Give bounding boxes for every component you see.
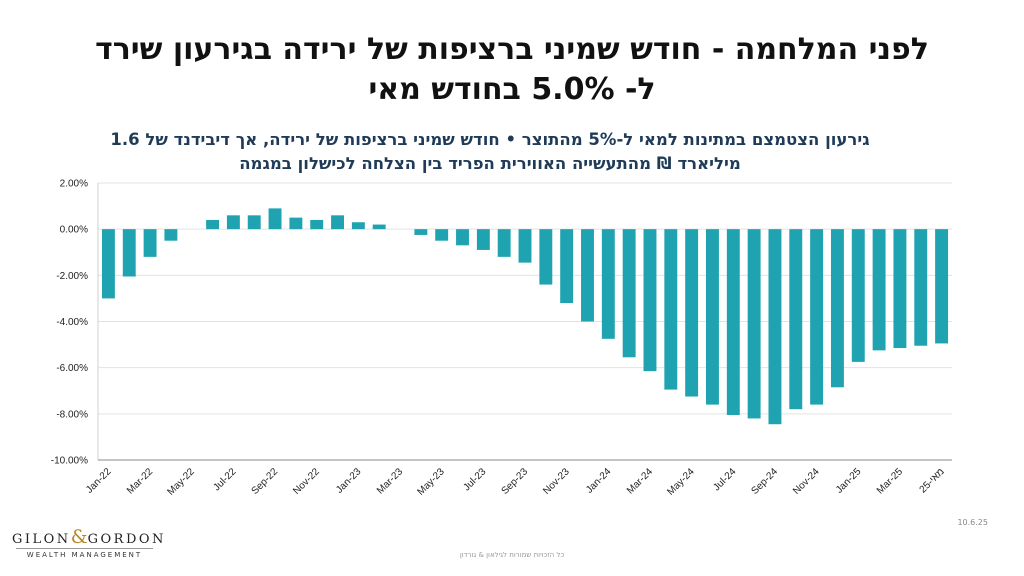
bar-Apr-24 [664, 229, 678, 390]
bar-Oct-24 [789, 229, 803, 410]
x-tick-label: Jan-25 [834, 466, 864, 496]
x-tick-label: May-22 [165, 466, 197, 498]
company-logo: GILON&GORDON WEALTH MANAGEMENT [12, 526, 166, 564]
bar-מאי-25 [935, 229, 949, 344]
x-tick-label: Mar-24 [625, 466, 655, 496]
bar-Nov-22 [310, 219, 324, 230]
x-tick-label: Nov-23 [541, 466, 572, 497]
bar-Nov-23 [560, 229, 574, 304]
bar-Jun-22 [206, 219, 220, 230]
bar-Jan-22 [101, 229, 115, 299]
y-tick-label: -10.00% [51, 456, 88, 467]
bar-Apr-22 [164, 229, 178, 241]
bar-Jan-25 [851, 229, 865, 362]
bar-Jan-23 [351, 222, 365, 230]
bar-Jul-24 [726, 229, 740, 415]
x-tick-label: Nov-24 [791, 466, 822, 497]
bar-Aug-22 [247, 215, 261, 230]
x-tick-label: Jan-24 [584, 466, 614, 496]
bar-Oct-23 [539, 229, 553, 285]
y-axis: 2.00% 0.00% -2.00% -4.00% -6.00% -8.00% -10.00… [51, 179, 99, 467]
bar-May-23 [435, 229, 449, 241]
bar-Mar-22 [143, 229, 157, 257]
chart-title: לפני המלחמה - חודש שמיני ברציפות של יריד… [40, 30, 984, 110]
subtitle-line-2: מיליארד ₪ מהתעשייה האווירית הפריד בין הצ… [239, 154, 741, 173]
x-tick-label: May-23 [415, 466, 447, 498]
x-tick-label: Mar-22 [125, 466, 155, 496]
y-tick-label: -6.00% [56, 363, 88, 374]
bar-Nov-24 [810, 229, 824, 405]
x-tick-label: Jul-23 [461, 466, 488, 493]
logo-wordmark: GILON&GORDON [12, 526, 166, 548]
bar-May-24 [685, 229, 699, 397]
y-tick-label: 0.00% [60, 225, 88, 236]
bar-Jan-24 [601, 229, 615, 339]
y-tick-label: -8.00% [56, 409, 88, 420]
x-tick-label: May-24 [665, 466, 697, 498]
bar-Jun-23 [456, 229, 469, 246]
bar-Feb-25 [872, 229, 886, 351]
x-tick-label: Sep-22 [250, 466, 281, 497]
bar-Dec-24 [830, 229, 844, 388]
report-date: 10.6.25 [957, 518, 988, 527]
x-axis: Jan-22 Mar-22 May-22 Jul-22 Sep-22 Nov-22 Jan-… [84, 459, 952, 498]
bar-Feb-24 [622, 229, 636, 358]
bar-Aug-24 [747, 229, 761, 419]
bar-Apr-25 [914, 229, 928, 346]
gridlines [98, 182, 952, 461]
x-tick-label: Nov-22 [291, 466, 322, 497]
chart-subtitle: גירעון הצטמצם במתינות למאי ל-5% מהתוצר •… [20, 128, 960, 176]
title-line-1: לפני המלחמה - חודש שמיני ברציפות של יריד… [95, 32, 929, 67]
bar-Apr-23 [414, 229, 428, 235]
copyright-footer: כל הזכויות שמורות לגילאון & גורדון [459, 551, 565, 559]
bar-Feb-22 [122, 229, 136, 277]
subtitle-line-1: גירעון הצטמצם במתינות למאי ל-5% מהתוצר •… [110, 130, 870, 149]
logo-divider [16, 548, 153, 549]
bar-Jun-24 [706, 229, 719, 405]
x-tick-label: Jan-23 [334, 466, 364, 496]
bar-Aug-23 [497, 229, 511, 257]
bar-Sep-22 [268, 208, 282, 230]
x-tick-label: Mar-23 [375, 466, 405, 496]
bar-Jul-23 [476, 229, 490, 250]
bars [101, 208, 949, 425]
x-tick-label: Jan-22 [84, 466, 114, 496]
y-tick-label: -2.00% [56, 271, 88, 282]
bar-Mar-24 [643, 229, 657, 372]
x-tick-label: מאי-25 [918, 466, 947, 495]
bar-Dec-22 [331, 215, 344, 230]
x-tick-label: Jul-22 [211, 466, 238, 493]
bar-Mar-25 [893, 229, 907, 349]
x-tick-label: Sep-24 [749, 466, 780, 497]
bar-Feb-23 [372, 224, 386, 230]
bar-Oct-22 [289, 217, 303, 230]
bar-Jul-22 [226, 215, 240, 230]
title-line-2: ל- 5.0% בחודש מאי [368, 72, 656, 107]
x-tick-label: Mar-25 [875, 466, 905, 496]
bar-Sep-24 [768, 229, 782, 425]
bar-Dec-23 [581, 229, 594, 322]
x-tick-label: Jul-24 [711, 466, 738, 493]
logo-tagline: WEALTH MANAGEMENT [26, 551, 143, 559]
y-tick-label: -4.00% [56, 317, 88, 328]
y-tick-label: 2.00% [60, 179, 88, 190]
x-tick-label: Sep-23 [500, 466, 531, 497]
bar-Sep-23 [518, 229, 532, 263]
